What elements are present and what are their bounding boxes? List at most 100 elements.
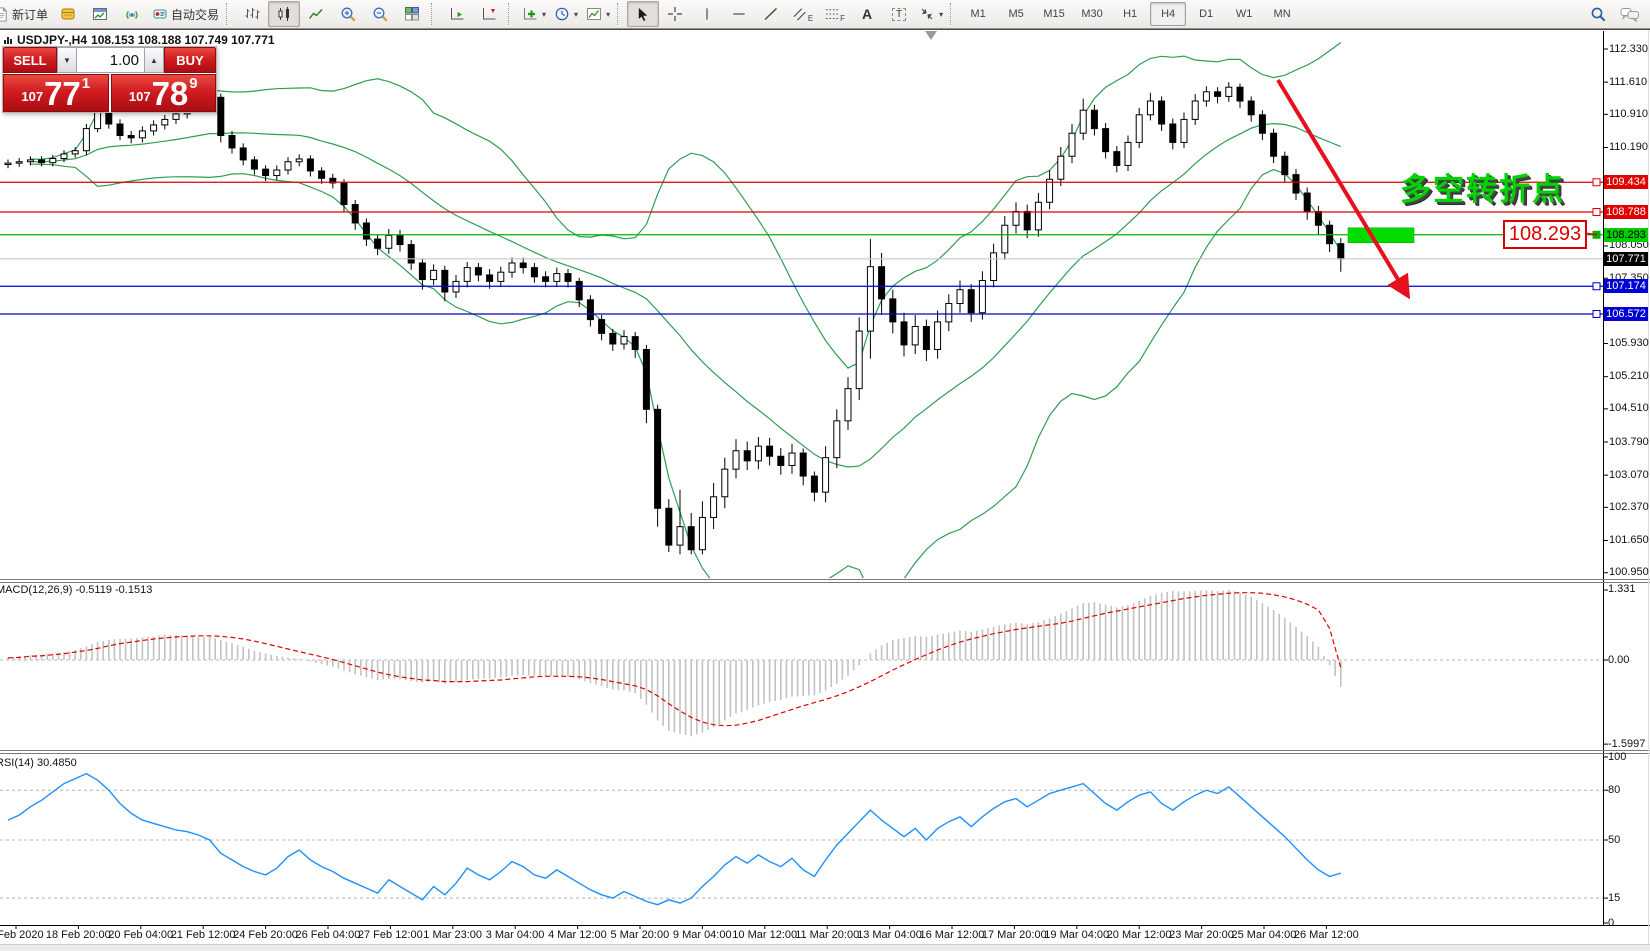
arrows-tool-button[interactable]: ▾ (915, 1, 947, 27)
candlestick-icon (276, 6, 292, 22)
channel-icon (793, 7, 807, 21)
volume-input[interactable] (77, 47, 144, 73)
timeframe-button-H1[interactable]: H1 (1112, 2, 1148, 26)
vertical-line-icon (700, 6, 714, 22)
chinese-annotation-text[interactable]: 多空转折点 (1400, 164, 1565, 209)
chart-shift-marker[interactable] (925, 31, 937, 40)
price-callout-box[interactable]: 108.293 (1503, 220, 1587, 249)
fibonacci-tool-button[interactable]: F (819, 1, 851, 27)
text-label-tool-button[interactable]: T (883, 1, 915, 27)
rsi-line (8, 774, 1341, 905)
search-icon (1590, 6, 1607, 23)
templates-icon (586, 6, 602, 22)
vertical-line-tool-button[interactable] (691, 1, 723, 27)
timeframe-button-M5[interactable]: M5 (998, 2, 1034, 26)
timeframe-button-M15[interactable]: M15 (1036, 2, 1072, 26)
chart-title: USDJPY-,H4 108.153 108.188 107.749 107.7… (3, 33, 275, 47)
spinner-up-icon: ▲ (150, 56, 158, 65)
rsi-layer (0, 774, 1603, 905)
sell-price-button[interactable]: 107 77 1 (3, 74, 109, 112)
text-tool-button[interactable]: A (851, 1, 883, 27)
chart-shift-button[interactable] (473, 1, 505, 27)
timeframe-button-M1[interactable]: M1 (960, 2, 996, 26)
autotrading-icon (152, 6, 168, 22)
trendline-icon (763, 6, 779, 22)
bollinger-lower-band (30, 164, 1340, 600)
toolbar-separator (226, 3, 233, 25)
autotrading-button[interactable]: 自动交易 (148, 1, 223, 27)
text-label-icon: T (892, 8, 906, 21)
green-highlight-rectangle[interactable] (1348, 228, 1414, 243)
horizontal-line-tool-button[interactable] (723, 1, 755, 27)
fibonacci-icon (825, 7, 839, 21)
sell-label: SELL (13, 53, 46, 68)
text-tool-icon: A (862, 6, 872, 22)
crosshair-tool-button[interactable] (659, 1, 691, 27)
autotrading-label: 自动交易 (171, 6, 219, 23)
timeframe-button-M30[interactable]: M30 (1074, 2, 1110, 26)
periods-button[interactable]: ▾ (550, 1, 582, 27)
main-chart-layer (5, 43, 1344, 601)
timeframe-button-W1[interactable]: W1 (1226, 2, 1262, 26)
horizontal-line-icon (731, 7, 747, 21)
indicators-icon (522, 6, 538, 22)
buy-label: BUY (176, 53, 203, 68)
channel-letter: E (808, 14, 813, 23)
one-click-trading-panel: SELL ▼ ▲ BUY 107 77 1 107 78 9 (2, 46, 217, 113)
new-order-button[interactable]: 新订单 (0, 1, 52, 27)
toolbar-separator (617, 3, 624, 25)
timeframe-button-MN[interactable]: MN (1264, 2, 1300, 26)
signals-icon (124, 6, 140, 22)
window-frame-line (0, 29, 1650, 30)
tile-windows-button[interactable] (396, 1, 428, 27)
sell-button[interactable]: SELL (3, 47, 57, 73)
chart-symbol-icon (3, 35, 13, 45)
market-watch-button[interactable] (52, 1, 84, 27)
buy-price-button[interactable]: 107 78 9 (111, 74, 217, 112)
volume-decrease-button[interactable]: ▼ (57, 47, 77, 73)
volume-increase-button[interactable]: ▲ (144, 47, 164, 73)
support-line-2-handle (1593, 310, 1600, 317)
macd-layer (0, 590, 1603, 736)
search-button[interactable] (1582, 1, 1614, 27)
toolbar-separator (508, 3, 515, 25)
new-chart-button[interactable] (84, 1, 116, 27)
new-order-label: 新订单 (12, 6, 48, 23)
trendline-tool-button[interactable] (755, 1, 787, 27)
zoom-out-button[interactable] (364, 1, 396, 27)
cursor-tool-button[interactable] (627, 1, 659, 27)
buy-price-pips: 78 (152, 79, 189, 108)
auto-scroll-button[interactable] (441, 1, 473, 27)
rsi-indicator-label: RSI(14) 30.4850 (0, 757, 77, 769)
support-line-1-handle (1593, 283, 1600, 290)
zoom-in-button[interactable] (332, 1, 364, 27)
templates-button[interactable]: ▾ (582, 1, 614, 27)
chart-shift-icon (481, 6, 497, 22)
sell-price-figure: 107 (21, 89, 43, 104)
periods-clock-icon (554, 6, 570, 22)
yellow-book-icon (60, 6, 76, 22)
periods-caret-icon[interactable]: ▾ (574, 10, 578, 19)
templates-caret-icon[interactable]: ▾ (606, 10, 610, 19)
signals-button[interactable] (116, 1, 148, 27)
indicators-button[interactable]: ▾ (518, 1, 550, 27)
indicators-caret-icon[interactable]: ▾ (542, 10, 546, 19)
toolbar-separator (431, 3, 438, 25)
buy-button[interactable]: BUY (164, 47, 216, 73)
arrows-icon (919, 6, 935, 22)
macd-indicator-label: MACD(12,26,9) -0.5119 -0.1513 (0, 584, 152, 596)
line-chart-mode-button[interactable] (300, 1, 332, 27)
chat-button[interactable] (1614, 1, 1646, 27)
timeframe-button-H4[interactable]: H4 (1150, 2, 1186, 26)
fibonacci-letter: F (840, 14, 845, 23)
equidistant-channel-tool-button[interactable]: E (787, 1, 819, 27)
zoom-out-icon (372, 6, 389, 23)
bar-chart-mode-button[interactable] (236, 1, 268, 27)
toolbar-separator (950, 3, 957, 25)
arrows-caret-icon[interactable]: ▾ (939, 10, 943, 19)
candlestick-mode-button[interactable] (268, 1, 300, 27)
timeframe-button-D1[interactable]: D1 (1188, 2, 1224, 26)
new-chart-icon (92, 6, 108, 22)
